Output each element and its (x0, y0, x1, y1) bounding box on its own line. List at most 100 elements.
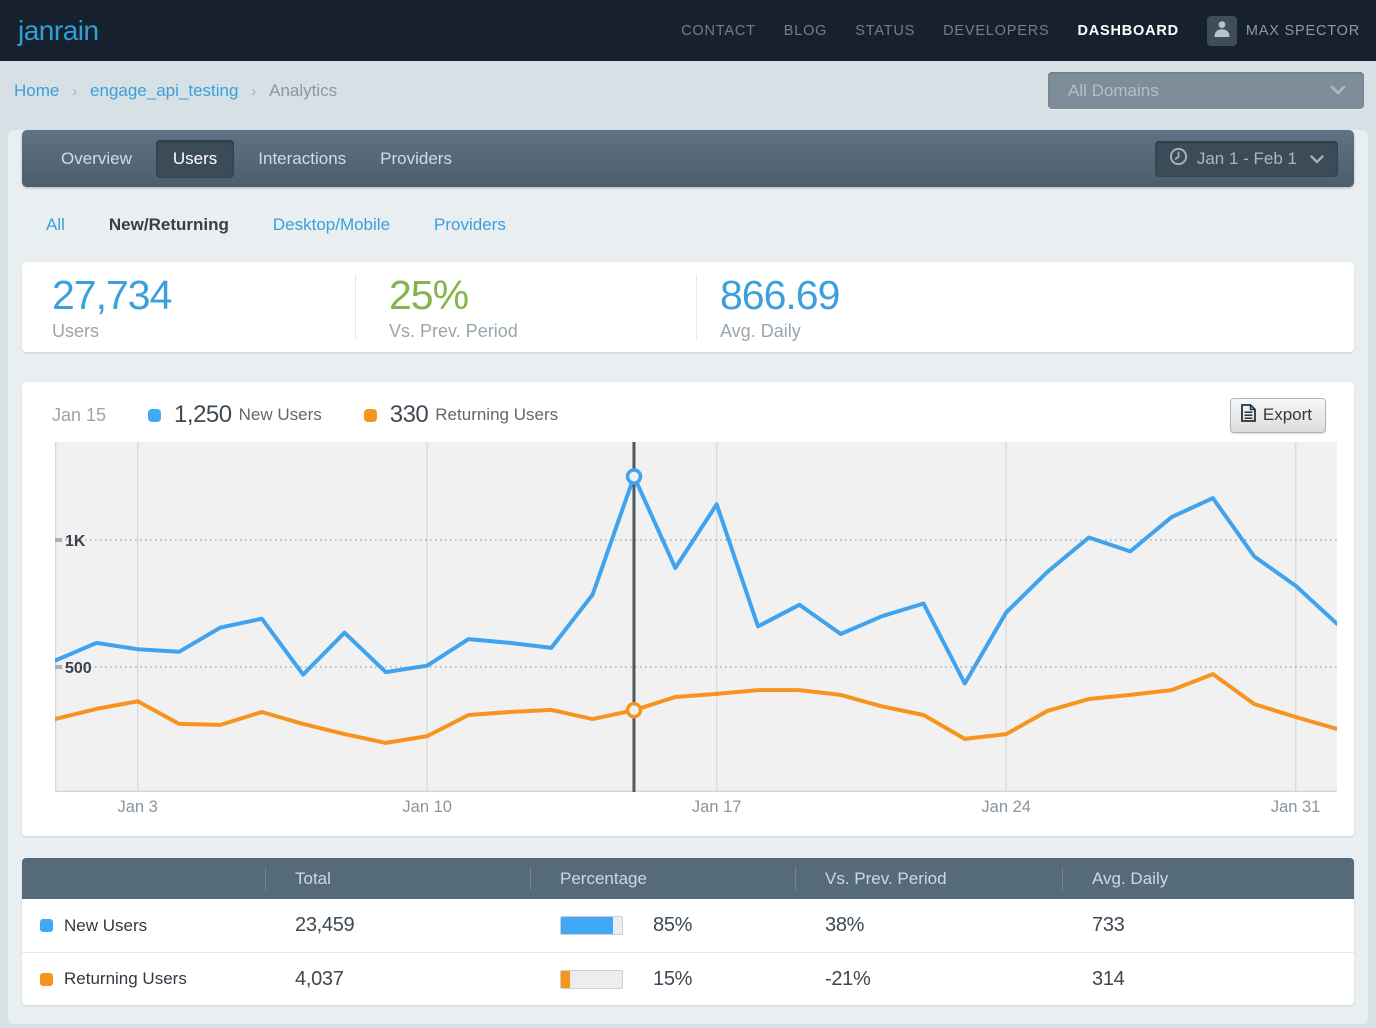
date-range-label: Jan 1 - Feb 1 (1196, 148, 1297, 168)
table-header-row: Total Percentage Vs. Prev. Period Avg. Dail… (22, 858, 1354, 899)
nav-links: CONTACT BLOG STATUS DEVELOPERS DASHBOARD (681, 23, 1179, 39)
avg-daily-cell: 733 (1092, 914, 1125, 936)
main-panel: Overview Users Interactions Providers Jan 1… (8, 130, 1368, 1024)
tab-list: Overview Users Interactions Providers (44, 139, 469, 178)
y-tick-label: 500 (65, 660, 92, 677)
subtab-all[interactable]: All (46, 214, 65, 234)
export-label: Export (1262, 405, 1312, 424)
x-tick-label: Jan 24 (981, 798, 1031, 816)
tab-interactions[interactable]: Interactions (258, 148, 347, 168)
percentage-bar (560, 969, 623, 989)
axis-border (55, 442, 1337, 792)
column-header-total: Total (265, 858, 530, 899)
hover-date-label: Jan 15 (52, 404, 107, 425)
breadcrumb-item-engage-api-testing[interactable]: engage_api_testing (90, 80, 239, 100)
document-icon (1240, 403, 1256, 427)
series-swatch-new-users (40, 919, 53, 932)
percentage-bar-fill (561, 970, 571, 988)
chevron-down-icon (1330, 82, 1346, 100)
column-header-vs-prev-period: Vs. Prev. Period (795, 858, 1062, 899)
percentage-bar-fill (561, 917, 613, 934)
user-avatar (1206, 15, 1237, 46)
user-name: MAX SPECTOR (1245, 22, 1360, 39)
stat-label: Users (52, 321, 100, 342)
legend-swatch-new-users (148, 408, 162, 422)
line-chart-area[interactable]: 1K 500 (55, 442, 1337, 792)
vs-prev-period-cell: 38% (825, 914, 865, 936)
legend-item-new-users: 1,250 New Users (148, 401, 322, 429)
stat-divider (355, 275, 356, 339)
total-cell: 23,459 (295, 914, 355, 936)
column-header-percentage: Percentage (530, 858, 795, 899)
tab-users[interactable]: Users (155, 139, 235, 178)
nav-link-status[interactable]: STATUS (855, 22, 916, 39)
column-header-name (22, 858, 265, 899)
clock-icon (1169, 147, 1188, 171)
legend-label: Returning Users (435, 405, 559, 424)
series-swatch-returning-users (40, 972, 53, 986)
row-name-cell: Returning Users (22, 969, 265, 989)
percentage-value: 85% (653, 914, 693, 936)
tab-providers[interactable]: Providers (380, 148, 452, 168)
percentage-value: 15% (653, 967, 693, 990)
stat-vs-prev-period: 25% Vs. Prev. Period (356, 272, 696, 342)
user-menu[interactable]: MAX SPECTOR (1206, 15, 1360, 46)
date-range-picker[interactable]: Jan 1 - Feb 1 (1154, 140, 1338, 177)
top-nav: janrain CONTACT BLOG STATUS DEVELOPERS DASHB… (0, 0, 1376, 61)
tab-overview[interactable]: Overview (61, 148, 132, 168)
nav-link-contact[interactable]: CONTACT (681, 22, 756, 39)
domain-filter-dropdown[interactable]: All Domains (1048, 72, 1364, 109)
breadcrumb-row: Home › engage_api_testing › Analytics All Do… (0, 61, 1376, 120)
row-name-label: Returning Users (64, 969, 187, 988)
summary-stats-card: 27,734 Users 25% Vs. Prev. Period 866.69 Avg.… (22, 262, 1354, 352)
hover-marker-new-users (625, 468, 643, 485)
person-icon (1213, 19, 1231, 42)
nav-link-developers[interactable]: DEVELOPERS (943, 22, 1050, 39)
stat-users: 27,734 Users (22, 272, 355, 342)
legend-value: 1,250 (174, 401, 232, 428)
percentage-cell: 85% (530, 914, 795, 937)
breadcrumb-separator: › (72, 82, 78, 99)
vs-prev-period-cell: -21% (825, 967, 871, 990)
table-body: New Users 23,459 85% 38% 733 Returning Users 4… (22, 899, 1354, 1005)
x-tick-label: Jan 3 (117, 798, 158, 816)
table-row-returning-users[interactable]: Returning Users 4,037 15% -21% 314 (22, 952, 1354, 1005)
chart-legend: 1,250 New Users 330 Returning Users (148, 401, 558, 429)
percentage-cell: 15% (530, 968, 795, 991)
column-header-avg-daily: Avg. Daily (1062, 858, 1354, 899)
domain-filter-value: All Domains (1068, 80, 1159, 100)
breadcrumb-separator: › (251, 82, 257, 99)
nav-link-blog[interactable]: BLOG (783, 22, 828, 39)
stat-value: 866.69 (720, 271, 840, 318)
x-tick-label: Jan 10 (402, 798, 452, 816)
x-tick-label: Jan 17 (691, 798, 742, 816)
stat-avg-daily: 866.69 Avg. Daily (697, 271, 840, 342)
user-subtabs: All New/Returning Desktop/Mobile Providers (8, 187, 1368, 262)
legend-label: New Users (238, 405, 322, 424)
breakdown-table: Total Percentage Vs. Prev. Period Avg. Dail… (22, 858, 1354, 1005)
x-tick-label: Jan 31 (1270, 798, 1321, 816)
line-chart[interactable]: 1K 500 (55, 442, 1337, 792)
series-line-returning-users (55, 672, 1337, 745)
hover-marker-returning-users (625, 701, 643, 719)
breadcrumb: Home › engage_api_testing › Analytics (14, 81, 337, 101)
nav-link-dashboard[interactable]: DASHBOARD (1077, 22, 1179, 39)
subtab-providers[interactable]: Providers (434, 214, 506, 234)
row-name-label: New Users (64, 915, 148, 935)
chart-card: Jan 15 1,250 New Users 330 Returning Users … (22, 382, 1354, 836)
breadcrumb-item-home[interactable]: Home (14, 80, 60, 100)
stat-value: 25% (389, 271, 469, 318)
x-axis-labels: Jan 3 Jan 10 Jan 17 Jan 24 Jan 31 (55, 792, 1337, 820)
stat-value: 27,734 (52, 271, 172, 318)
stat-label: Vs. Prev. Period (389, 321, 518, 342)
avg-daily-cell: 314 (1092, 967, 1125, 990)
subtab-desktop-mobile[interactable]: Desktop/Mobile (272, 214, 391, 234)
percentage-bar (560, 916, 623, 935)
subtab-new-returning[interactable]: New/Returning (108, 214, 229, 234)
total-cell: 4,037 (295, 967, 344, 990)
series-line-new-users (55, 474, 1337, 686)
janrain-logo[interactable]: janrain (18, 14, 99, 46)
table-row-new-users[interactable]: New Users 23,459 85% 38% 733 (22, 899, 1354, 952)
export-button[interactable]: Export (1229, 397, 1326, 433)
stat-divider (696, 275, 697, 339)
